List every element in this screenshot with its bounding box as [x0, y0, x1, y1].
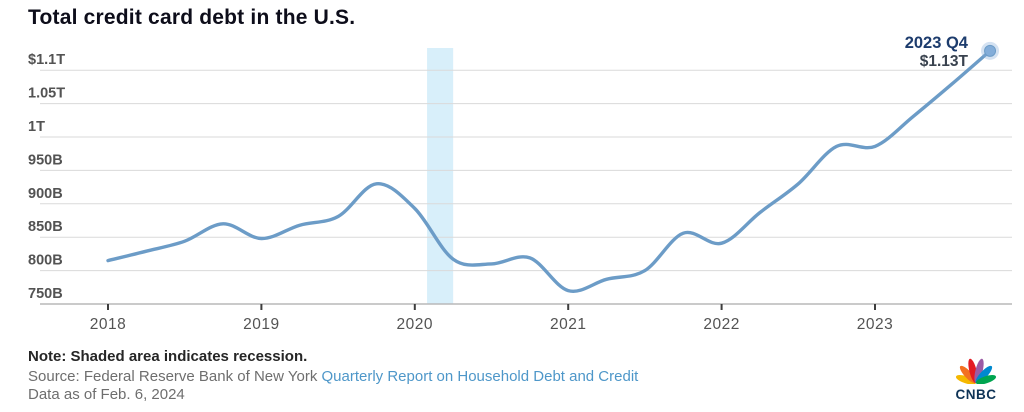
- recession-band: [427, 48, 454, 304]
- y-axis-label: 750B: [28, 286, 63, 302]
- cnbc-wordmark: CNBC: [955, 387, 997, 402]
- cnbc-peacock-icon: [955, 358, 997, 385]
- page-title: Total credit card debt in the U.S.: [28, 6, 356, 29]
- x-axis-label: 2020: [397, 316, 433, 333]
- y-axis-label: 900B: [28, 186, 63, 202]
- y-axis-label: 800B: [28, 253, 63, 269]
- chart-footnotes: Note: Shaded area indicates recession. S…: [28, 348, 928, 403]
- y-axis-label: $1.1T: [28, 52, 65, 68]
- debt-line: [106, 49, 992, 293]
- source-text: Source: Federal Reserve Bank of New York: [28, 368, 322, 385]
- x-axis-label: 2021: [550, 316, 586, 333]
- x-axis-label: 2018: [90, 316, 126, 333]
- y-axis-label: 1.05T: [28, 86, 65, 102]
- y-axis-label: 950B: [28, 152, 63, 168]
- end-point-dot: [984, 44, 997, 57]
- y-axis-label: 1T: [28, 119, 45, 135]
- recession-note: Note: Shaded area indicates recession.: [28, 348, 308, 365]
- x-axis-label: 2023: [857, 316, 893, 333]
- x-axis-label: 2019: [243, 316, 279, 333]
- y-axis-label: 850B: [28, 219, 63, 235]
- source-line: Source: Federal Reserve Bank of New York…: [28, 368, 928, 385]
- source-report-link[interactable]: Quarterly Report on Household Debt and C…: [321, 368, 639, 385]
- data-asof-text: Data as of Feb. 6, 2024: [28, 386, 185, 403]
- annotation-quarter-label: 2023 Q4: [904, 34, 968, 52]
- cnbc-logo: CNBC: [948, 358, 1004, 402]
- x-axis-label: 2022: [703, 316, 739, 333]
- end-point-annotation: 2023 Q4 $1.13T: [904, 34, 968, 71]
- annotation-value-label: $1.13T: [919, 53, 968, 71]
- line-chart-canvas: $1.1T 1.05T 1T 950B 900B 850B 800B 750B 2018 2019…: [28, 41, 1012, 333]
- credit-card-debt-chart: $1.1T 1.05T 1T 950B 900B 850B 800B 750B 2018 2019…: [28, 41, 1012, 333]
